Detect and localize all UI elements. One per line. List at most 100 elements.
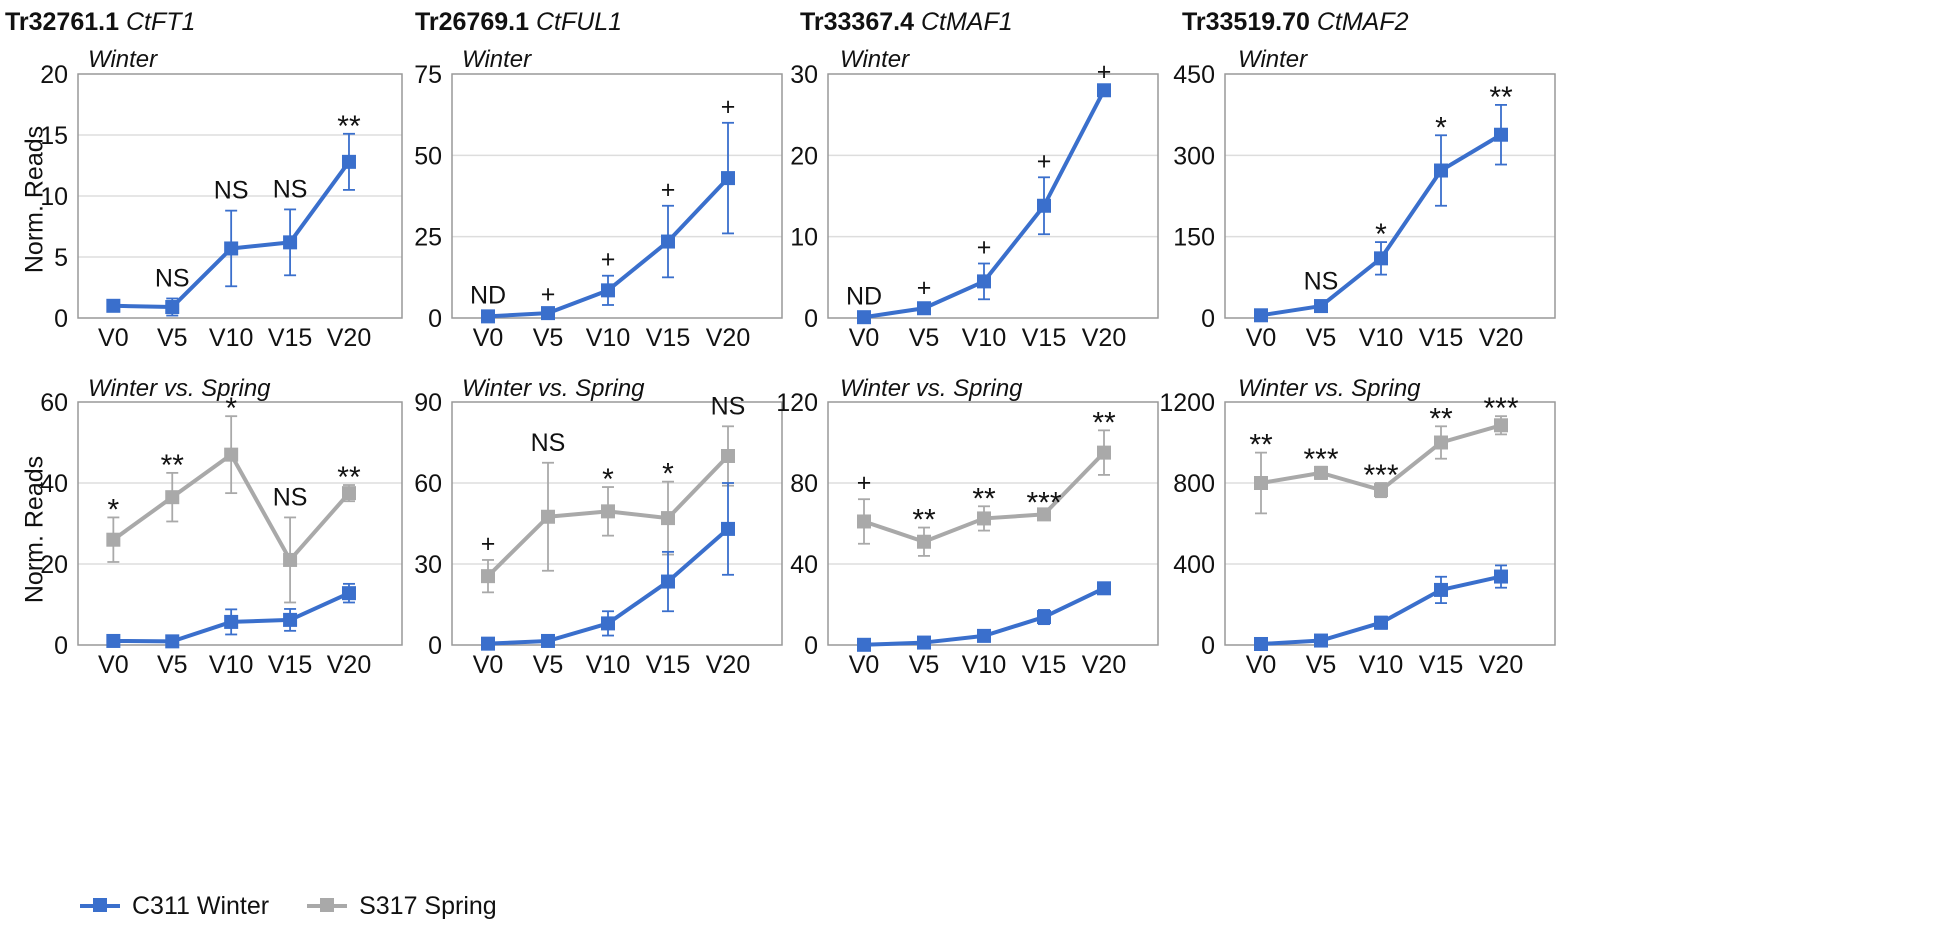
gene-title-ctft1: Tr32761.1 CtFT1 [5, 8, 195, 37]
plot-frame [451, 73, 783, 319]
x-tick-label: V15 [268, 324, 312, 352]
x-tick-label: V20 [327, 651, 371, 679]
x-tick-label: V20 [706, 651, 750, 679]
significance-label: ** [1092, 406, 1116, 439]
x-tick-label: V15 [1419, 324, 1463, 352]
data-point-winter [165, 634, 180, 649]
data-point-winter [1097, 581, 1111, 596]
data-point-winter [1374, 251, 1388, 266]
significance-label: ** [337, 461, 361, 494]
x-tick-label: V20 [1082, 651, 1126, 679]
plot-frame [451, 401, 783, 646]
x-tick-label: V5 [909, 324, 940, 352]
subtitle-vs: vs. [537, 375, 569, 402]
y-tick-label: 60 [40, 389, 68, 417]
data-point-spring [857, 514, 871, 529]
x-tick-label: V15 [268, 651, 312, 679]
data-point-winter [165, 300, 180, 315]
subtitle-part: Winter [462, 375, 532, 402]
y-tick-label: 90 [414, 389, 442, 417]
significance-label: *** [1303, 443, 1338, 476]
significance-label: NS [531, 429, 566, 457]
significance-label: *** [1363, 459, 1398, 492]
data-point-winter [661, 574, 675, 589]
y-tick-label: 5 [54, 244, 68, 272]
data-point-winter [224, 241, 239, 256]
y-tick-label: 120 [776, 389, 818, 417]
significance-label: ** [1429, 402, 1453, 435]
y-tick-label: 0 [428, 632, 442, 660]
gene-title-ctful1: Tr26769.1 CtFUL1 [415, 8, 622, 37]
data-point-winter [917, 635, 931, 650]
significance-label: NS [273, 175, 308, 203]
data-point-winter [661, 234, 675, 249]
gene-title-ctmaf2: Tr33519.70 CtMAF2 [1182, 8, 1409, 37]
gene-id: Tr33367.4 [800, 8, 914, 36]
panel-subtitle: Winter vs. Spring [840, 375, 1023, 403]
significance-label: * [225, 392, 237, 425]
x-tick-label: V10 [209, 324, 253, 352]
data-point-winter [721, 171, 735, 186]
data-point-winter [977, 274, 991, 289]
x-tick-label: V10 [1359, 651, 1403, 679]
panel-subtitle: Winter [88, 46, 158, 73]
plot-frame [77, 401, 403, 646]
data-point-spring [283, 552, 298, 567]
data-point-winter [541, 306, 555, 321]
data-point-winter [341, 154, 356, 169]
data-point-winter [283, 235, 298, 250]
plot-area [828, 74, 1158, 318]
subtitle-vs: vs. [915, 375, 947, 402]
y-tick-label: 400 [1173, 551, 1215, 579]
significance-label: NS [711, 392, 746, 420]
legend-swatch-winter [80, 898, 120, 912]
gene-id: Tr33519.70 [1182, 8, 1310, 36]
subtitle-vs: vs. [163, 375, 195, 402]
x-tick-label: V5 [157, 651, 188, 679]
significance-label: + [857, 469, 872, 497]
data-point-winter [481, 309, 495, 324]
x-tick-label: V0 [473, 324, 504, 352]
significance-label: NS [214, 177, 249, 205]
y-tick-label: 0 [428, 305, 442, 333]
x-tick-label: V0 [98, 324, 129, 352]
data-point-winter [1037, 198, 1051, 213]
y-tick-label: 0 [804, 305, 818, 333]
subtitle-part: Winter [1238, 375, 1308, 402]
significance-label: + [481, 530, 496, 558]
gene-name: CtMAF1 [920, 8, 1013, 36]
data-point-spring [1097, 445, 1111, 460]
y-tick-label: 20 [40, 61, 68, 89]
x-tick-label: V0 [849, 324, 880, 352]
significance-label: NS [273, 483, 308, 511]
x-tick-label: V0 [1246, 324, 1277, 352]
x-tick-label: V15 [1022, 324, 1066, 352]
x-tick-label: V20 [1082, 324, 1126, 352]
legend-label: C311 Winter [132, 891, 270, 920]
data-point-spring [977, 511, 991, 526]
legend-label: S317 Spring [359, 891, 497, 920]
data-point-winter [1254, 308, 1268, 323]
x-tick-label: V10 [1359, 324, 1403, 352]
significance-label: ** [972, 482, 996, 515]
y-tick-label: 10 [40, 183, 68, 211]
significance-label: *** [1026, 486, 1061, 519]
y-tick-label: 450 [1173, 61, 1215, 89]
x-tick-label: V5 [1306, 651, 1337, 679]
x-tick-label: V15 [1419, 651, 1463, 679]
data-point-winter [106, 633, 121, 648]
data-point-winter [1254, 636, 1268, 651]
legend-item-spring: S317 Spring [307, 892, 497, 921]
plot-area [1225, 74, 1555, 318]
x-tick-label: V20 [1479, 324, 1523, 352]
y-tick-label: 0 [54, 632, 68, 660]
plot-frame [1224, 401, 1556, 646]
legend-swatch-spring [307, 898, 348, 912]
significance-label: * [1435, 111, 1447, 144]
significance-label: * [1375, 218, 1387, 251]
data-point-winter [481, 636, 495, 651]
x-tick-label: V15 [1022, 651, 1066, 679]
y-tick-label: 25 [414, 224, 442, 252]
y-tick-label: 30 [790, 61, 818, 89]
